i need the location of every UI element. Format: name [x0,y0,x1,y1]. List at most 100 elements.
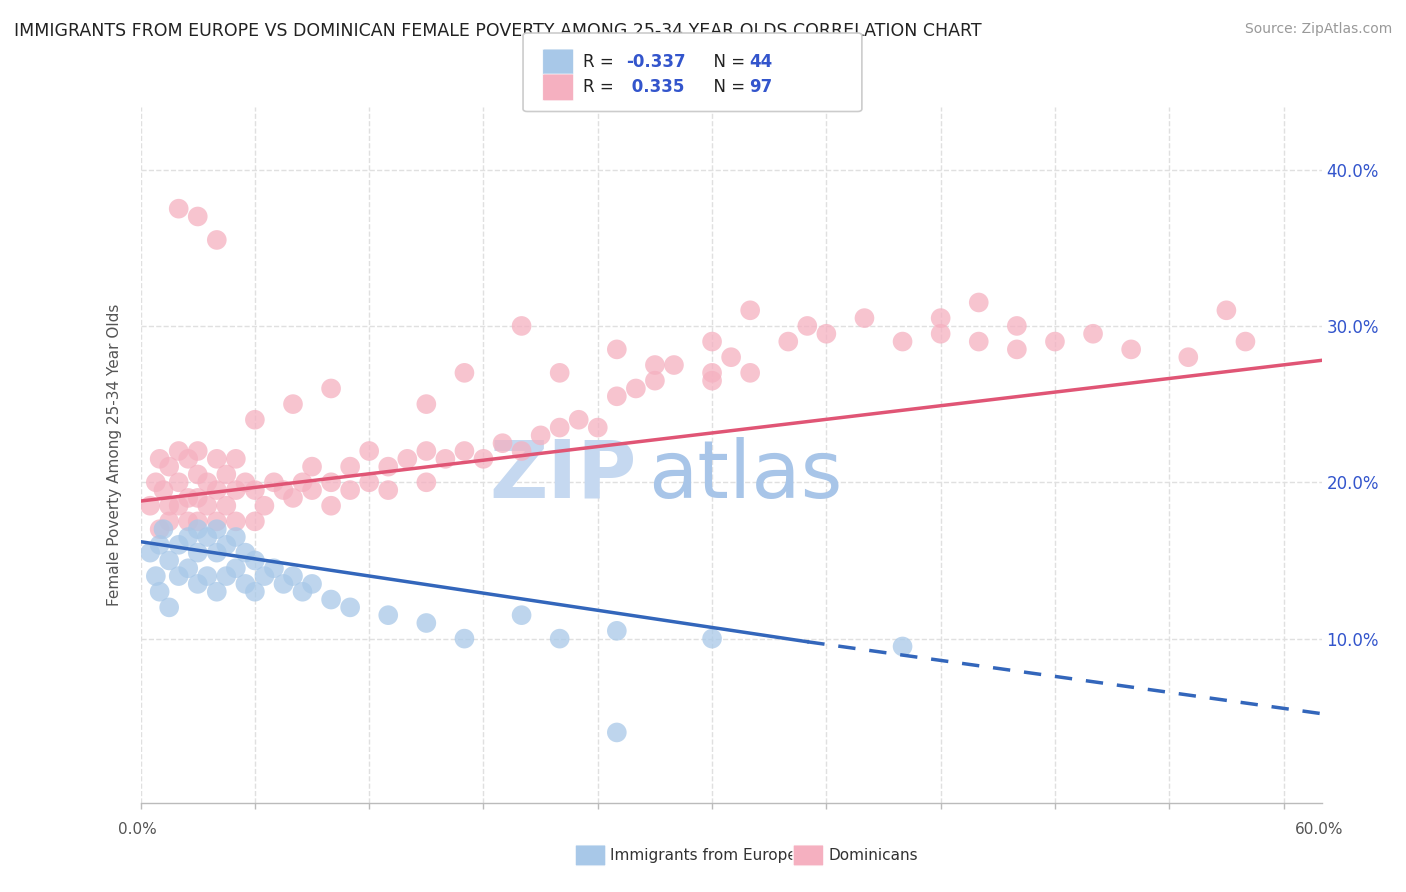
Point [187,491,209,505]
Point [225,451,247,466]
Point [510,608,533,623]
Point [377,483,399,497]
Point [225,483,247,497]
Point [291,475,314,490]
Point [434,451,457,466]
Point [157,600,180,615]
Point [472,451,495,466]
Point [243,553,266,567]
Point [253,499,276,513]
Point [1177,350,1199,364]
Point [187,522,209,536]
Point [662,358,685,372]
Point [167,538,190,552]
Point [215,538,238,552]
Point [187,444,209,458]
Point [929,311,952,326]
Point [891,334,914,349]
Point [149,451,172,466]
Point [167,499,190,513]
Point [644,374,666,388]
Text: ZIP: ZIP [489,437,637,515]
Point [243,483,266,497]
Point [548,420,571,434]
Point [177,491,200,505]
Point [281,491,304,505]
Point [215,569,238,583]
Point [929,326,952,341]
Point [1005,343,1028,357]
Point [225,561,247,575]
Text: Immigrants from Europe: Immigrants from Europe [610,848,797,863]
Point [740,366,762,380]
Point [720,350,742,364]
Point [177,514,200,528]
Point [301,483,323,497]
Point [548,632,571,646]
Point [281,569,304,583]
Point [339,600,361,615]
Point [510,444,533,458]
Point [700,334,723,349]
Point [700,374,723,388]
Point [253,569,276,583]
Point [1234,334,1257,349]
Text: N =: N = [703,78,751,96]
Point [606,343,628,357]
Point [453,366,475,380]
Point [263,475,285,490]
Point [187,514,209,528]
Text: atlas: atlas [648,437,842,515]
Point [319,499,342,513]
Point [319,475,342,490]
Point [606,389,628,403]
Point [1005,318,1028,333]
Point [1215,303,1237,318]
Point [377,608,399,623]
Point [568,413,591,427]
Point [215,467,238,482]
Point [1081,326,1104,341]
Point [195,475,218,490]
Point [157,459,180,474]
Point [339,483,361,497]
Text: 97: 97 [749,78,773,96]
Point [815,326,838,341]
Point [152,522,174,536]
Text: IMMIGRANTS FROM EUROPE VS DOMINICAN FEMALE POVERTY AMONG 25-34 YEAR OLDS CORRELA: IMMIGRANTS FROM EUROPE VS DOMINICAN FEMA… [14,22,981,40]
Point [149,584,172,599]
Text: 60.0%: 60.0% [1295,822,1343,837]
Text: Source: ZipAtlas.com: Source: ZipAtlas.com [1244,22,1392,37]
Point [606,725,628,739]
Point [359,444,381,458]
Point [187,467,209,482]
Point [205,584,228,599]
Point [177,561,200,575]
Text: 0.0%: 0.0% [118,822,157,837]
Point [225,530,247,544]
Point [157,553,180,567]
Point [415,475,437,490]
Point [139,499,162,513]
Point [263,561,285,575]
Point [235,546,257,560]
Point [359,475,381,490]
Point [415,444,437,458]
Point [281,397,304,411]
Point [167,569,190,583]
Point [291,584,314,599]
Point [167,202,190,216]
Point [139,546,162,560]
Text: 0.335: 0.335 [626,78,685,96]
Point [152,483,174,497]
Point [548,366,571,380]
Point [195,499,218,513]
Point [319,592,342,607]
Point [215,499,238,513]
Point [205,546,228,560]
Point [1043,334,1066,349]
Point [967,295,990,310]
Point [396,451,419,466]
Point [205,522,228,536]
Text: 44: 44 [749,54,773,71]
